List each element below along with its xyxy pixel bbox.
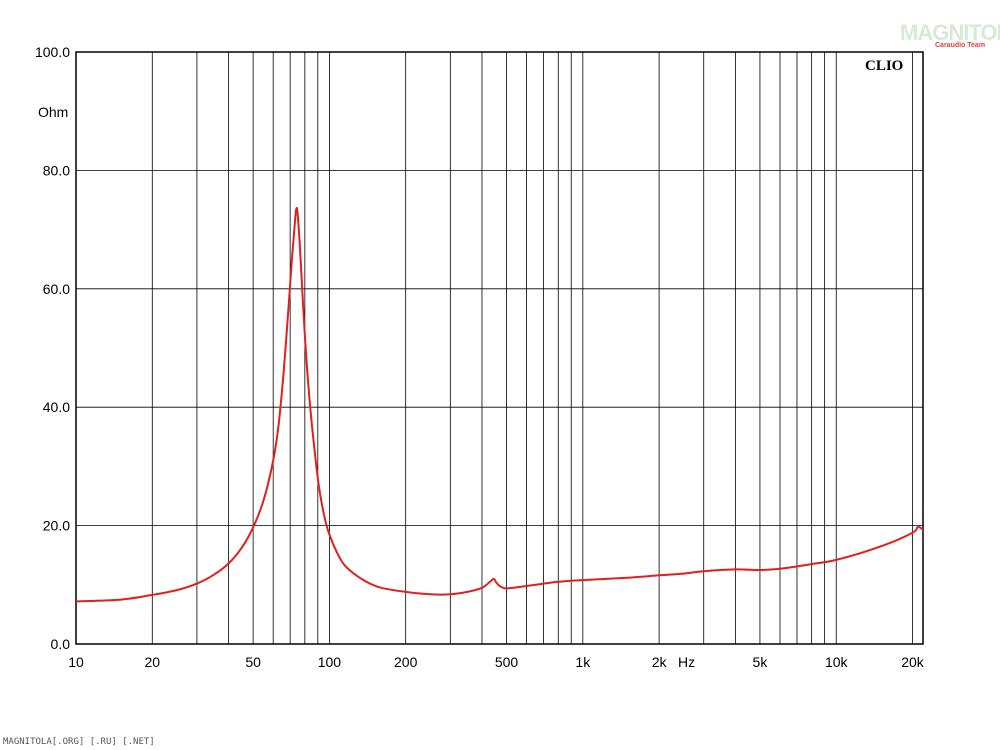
- watermark-subtitle: Caraudio Team: [935, 42, 985, 49]
- x-tick-label: 20: [144, 654, 160, 670]
- x-tick-label: 50: [245, 654, 261, 670]
- y-axis-label: Ohm: [38, 104, 68, 120]
- y-tick-label: 100.0: [35, 44, 70, 60]
- impedance-curve: [75, 206, 924, 603]
- x-axis-ticks: 10 20 50 100 200 500 1k 2k 5k 10k 20k: [68, 654, 925, 670]
- y-tick-label: 20.0: [43, 518, 70, 534]
- x-tick-label: 10k: [825, 654, 849, 670]
- footer-text: MAGNITOLA[.ORG] [.RU] [.NET]: [3, 737, 155, 747]
- series-group: [75, 206, 924, 603]
- y-axis-ticks: 0.0 20.0 40.0 60.0 80.0 100.0: [35, 44, 70, 652]
- x-tick-label: 5k: [753, 654, 769, 670]
- x-tick-label: 1k: [575, 654, 591, 670]
- clio-brand-label: CLIO: [865, 58, 903, 74]
- x-tick-label: 10: [68, 654, 84, 670]
- x-tick-label: 20k: [901, 654, 925, 670]
- watermark-logo: MAGNITOLA: [900, 20, 1000, 45]
- x-tick-label: 500: [495, 654, 519, 670]
- y-tick-label: 60.0: [43, 281, 70, 297]
- x-tick-label: 2k: [652, 654, 668, 670]
- plot-frame: [75, 51, 924, 645]
- grid: [76, 52, 923, 644]
- x-tick-label: 100: [318, 654, 342, 670]
- y-tick-label: 0.0: [51, 636, 71, 652]
- y-tick-label: 40.0: [43, 399, 70, 415]
- x-tick-label: 200: [394, 654, 418, 670]
- y-tick-label: 80.0: [43, 162, 70, 178]
- x-axis-unit: Hz: [678, 654, 695, 670]
